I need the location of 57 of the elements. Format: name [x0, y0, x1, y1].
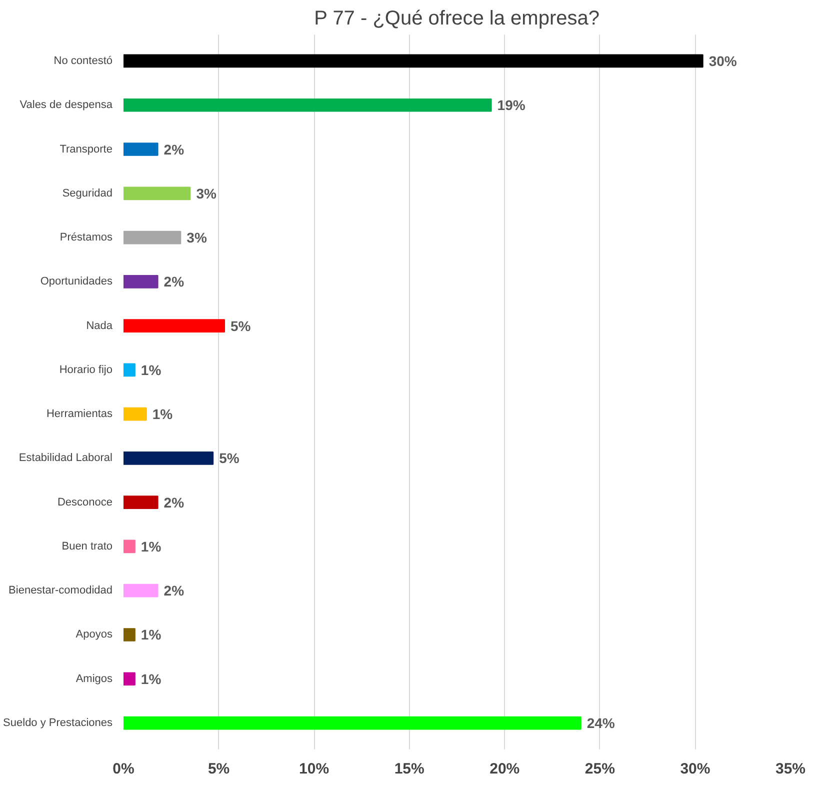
bar: [124, 496, 158, 510]
y-tick-label: Apoyos: [76, 628, 113, 641]
x-tick-label: 10%: [299, 760, 330, 778]
x-tick-label: 35%: [775, 760, 806, 778]
data-label: 2%: [164, 582, 185, 599]
y-tick-label: Vales de despensa: [20, 99, 114, 112]
y-tick-label: Préstamos: [60, 232, 113, 244]
y-tick-label: Bienestar-comodidad: [8, 584, 113, 597]
data-label: 2%: [164, 494, 185, 510]
x-tick-label: 30%: [680, 760, 710, 778]
x-tick-label: 20%: [490, 760, 520, 778]
data-label: 30%: [708, 52, 738, 69]
bar: [124, 407, 147, 421]
bar: [124, 540, 136, 554]
y-tick-label: No contestó: [54, 54, 112, 67]
x-tick-label: 15%: [394, 760, 424, 778]
y-tick-label: Sueldo y Prestaciones: [3, 717, 113, 730]
bar: [124, 584, 158, 598]
y-tick-label: Seguridad: [62, 187, 113, 200]
bar: [124, 628, 136, 642]
bar: [124, 716, 582, 730]
data-label: 1%: [140, 538, 162, 554]
y-tick-label: Herramientas: [46, 408, 113, 420]
x-tick-label: 0%: [112, 760, 134, 778]
bar: [124, 54, 704, 68]
bar: [124, 452, 214, 465]
y-tick-label: Buen trato: [62, 540, 113, 552]
y-tick-label: Desconoce: [57, 496, 113, 508]
data-label: 1%: [152, 406, 174, 422]
data-label: 2%: [164, 141, 185, 158]
y-tick-label: Horario fijo: [59, 364, 113, 376]
bar: [124, 319, 226, 332]
data-label: 1%: [140, 670, 162, 687]
bar: [124, 186, 191, 200]
data-label: 1%: [140, 362, 162, 378]
data-label: 3%: [196, 185, 217, 202]
y-tick-label: Nada: [86, 320, 114, 332]
y-tick-label: Amigos: [76, 672, 113, 685]
bar: [124, 98, 492, 112]
data-label: 2%: [164, 274, 185, 290]
y-tick-label: Oportunidades: [40, 276, 113, 288]
chart-title: P 77 - ¿Qué ofrece la empresa?: [314, 8, 600, 30]
bar: [124, 274, 158, 288]
x-tick-label: 25%: [584, 760, 615, 778]
bar: [124, 142, 158, 156]
data-label: 5%: [230, 318, 252, 334]
bar: [124, 230, 182, 244]
y-tick-label: Transporte: [60, 143, 113, 156]
data-label: 24%: [586, 715, 616, 732]
bar: [124, 672, 136, 686]
y-tick-label: Estabilidad Laboral: [18, 452, 113, 464]
data-label: 19%: [497, 97, 526, 114]
data-label: 3%: [186, 230, 208, 246]
bar: [124, 363, 136, 377]
data-label: 1%: [140, 626, 162, 643]
data-label: 5%: [219, 450, 240, 466]
x-tick-label: 5%: [208, 760, 230, 778]
